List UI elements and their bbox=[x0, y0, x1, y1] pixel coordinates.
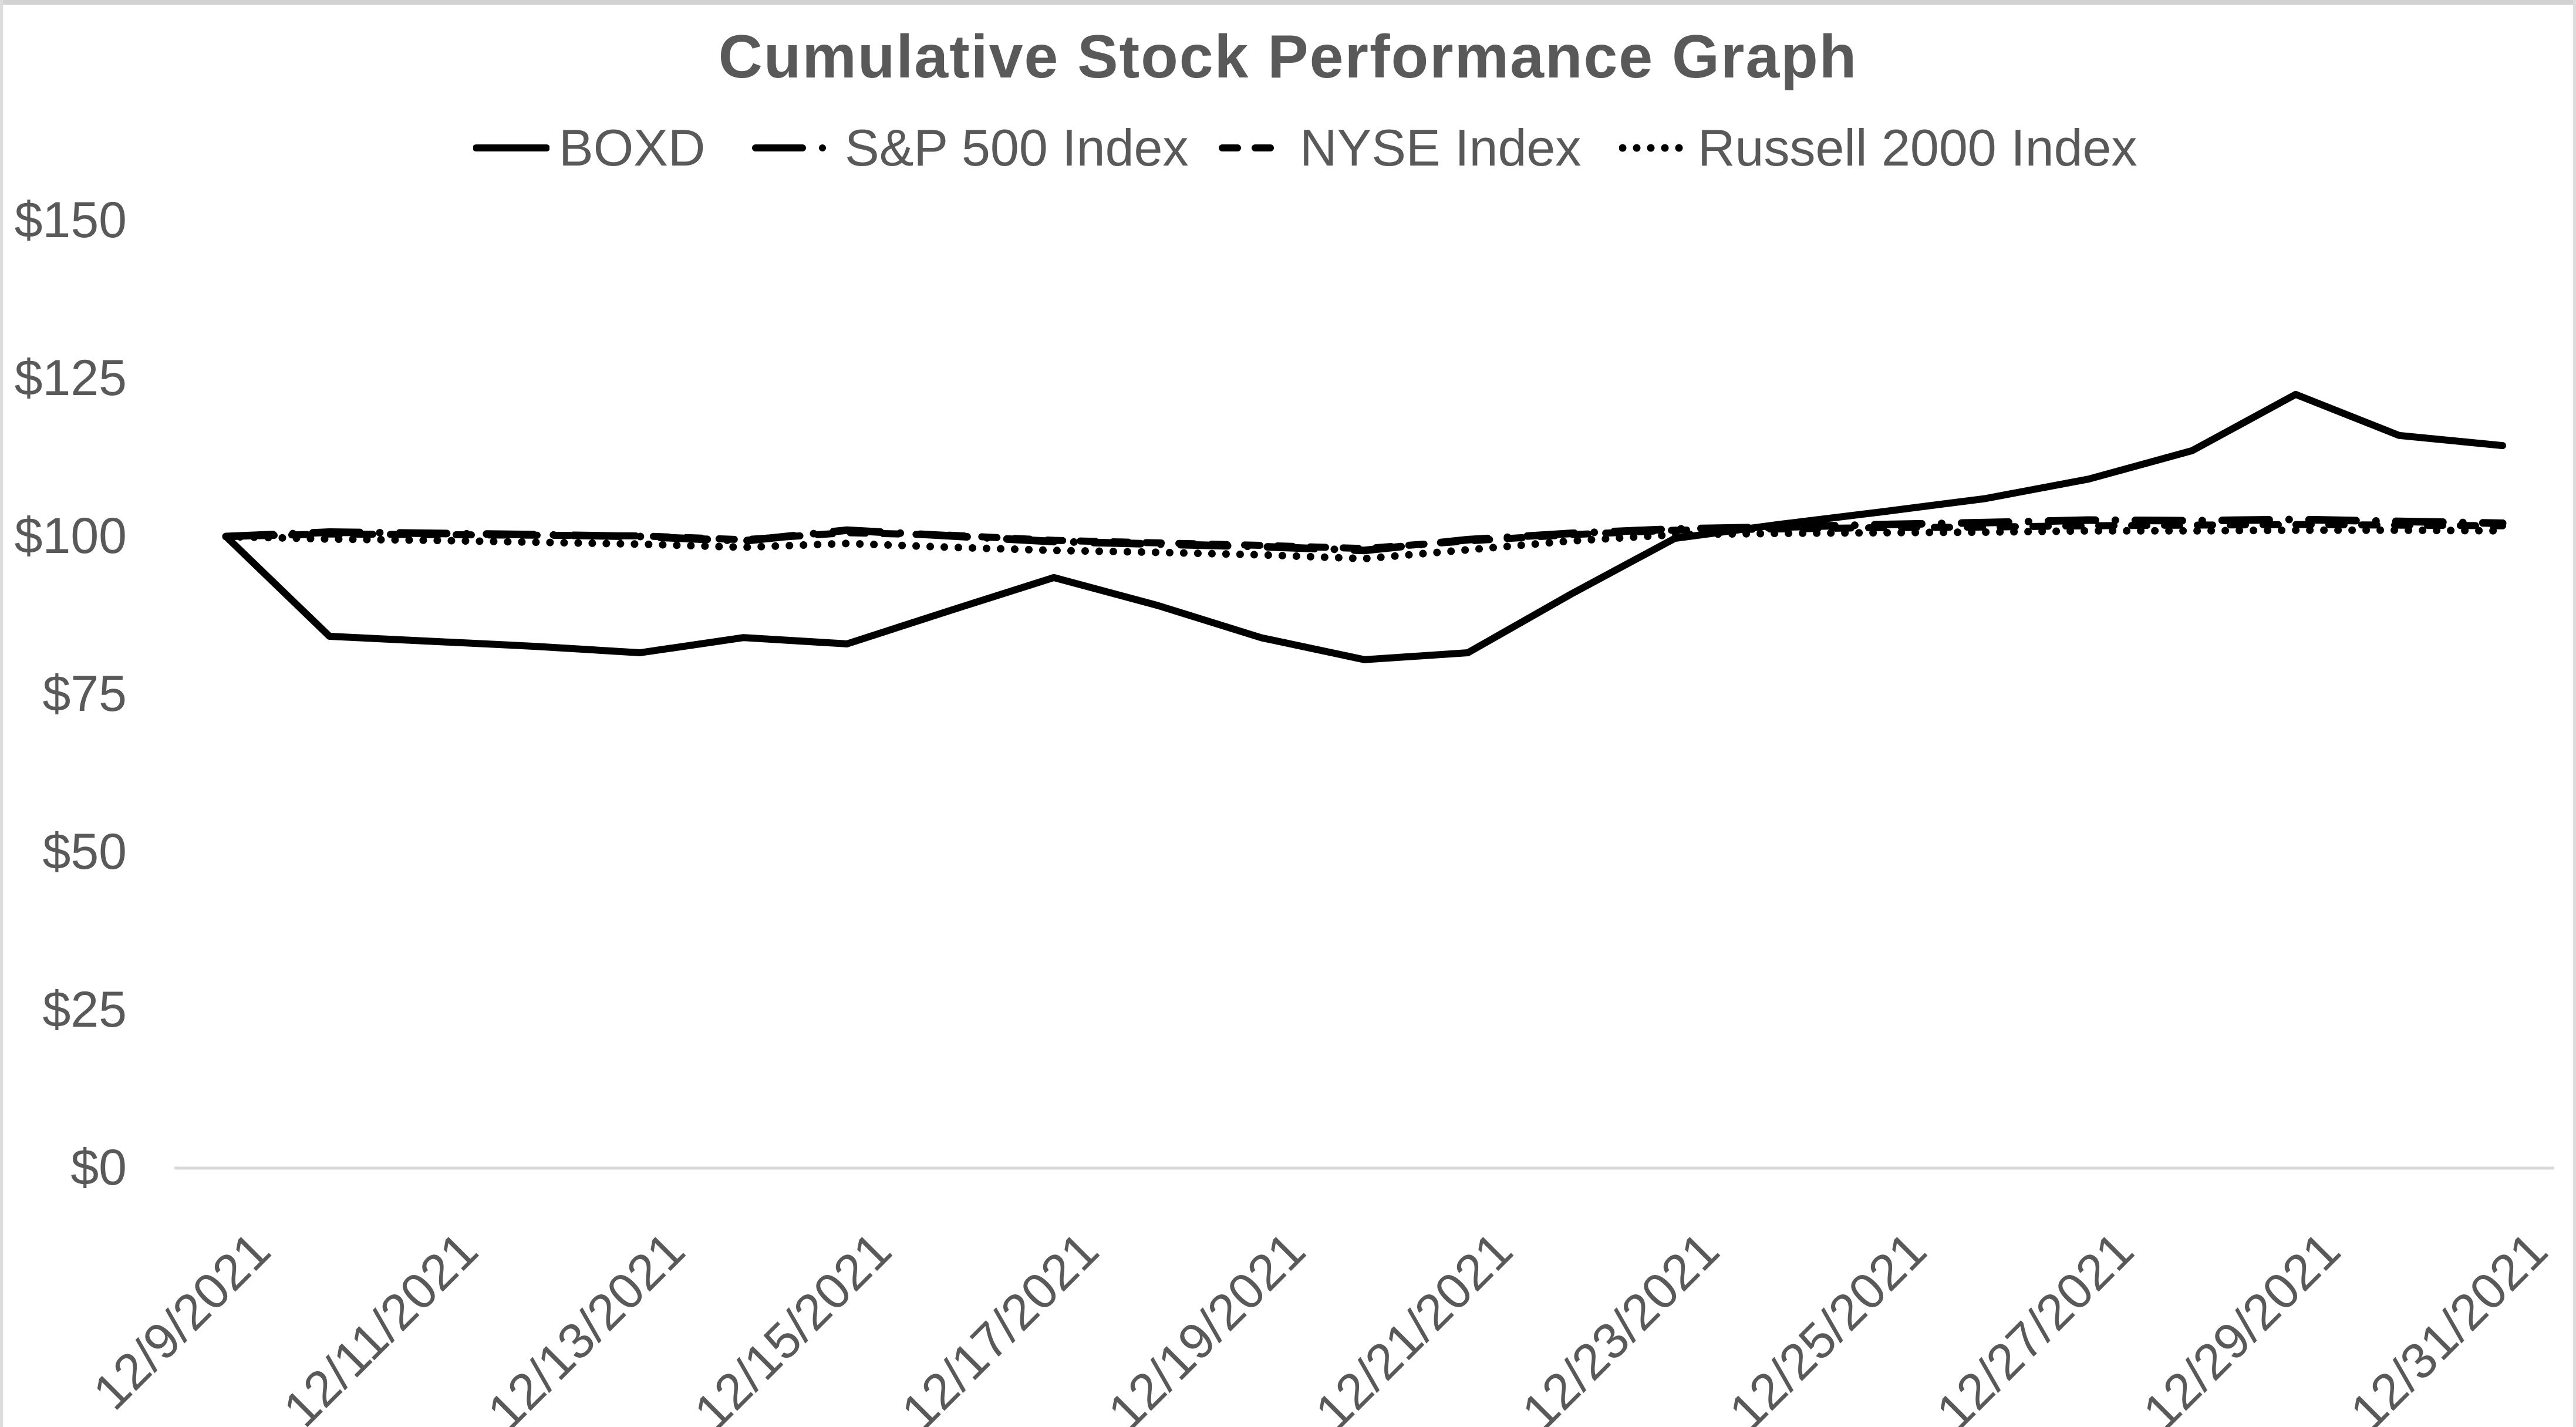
window-edge-left bbox=[0, 0, 3, 1427]
series-line-s-p-500-index bbox=[222, 515, 2507, 555]
series-line-russell-2000-index bbox=[222, 526, 2507, 563]
y-axis-tick-label: $150 bbox=[14, 192, 127, 248]
legend-label-boxd: BOXD bbox=[559, 119, 706, 177]
y-axis-tick-label: $75 bbox=[42, 666, 127, 722]
y-axis-tick-label: $0 bbox=[70, 1139, 127, 1196]
dotted-line-icon bbox=[1619, 144, 1688, 152]
legend-label-russell2000: Russell 2000 Index bbox=[1698, 119, 2137, 177]
solid-line-icon bbox=[473, 144, 549, 151]
y-axis-tick-label: $125 bbox=[14, 350, 127, 406]
legend-label-sp500: S&P 500 Index bbox=[845, 119, 1189, 177]
legend-item-sp500: S&P 500 Index bbox=[752, 116, 1189, 180]
chart-title: Cumulative Stock Performance Graph bbox=[718, 23, 1858, 91]
y-axis-tick-label: $50 bbox=[42, 824, 127, 880]
series-lines bbox=[222, 390, 2507, 663]
legend-label-nyse: NYSE Index bbox=[1300, 119, 1582, 177]
series-line-boxd bbox=[222, 390, 2506, 663]
legend-item-boxd: BOXD bbox=[473, 116, 705, 180]
window-edge-right bbox=[2573, 0, 2576, 1427]
legend-item-nyse: NYSE Index bbox=[1219, 116, 1581, 180]
y-axis-tick-label: $25 bbox=[42, 981, 127, 1038]
series-line-nyse-index bbox=[222, 521, 2506, 552]
window-edge-top bbox=[0, 0, 2576, 5]
legend-item-russell2000: Russell 2000 Index bbox=[1619, 116, 2137, 180]
y-axis-tick-label: $100 bbox=[14, 508, 127, 564]
dash-dot-line-icon bbox=[752, 144, 835, 151]
dashed-line-icon bbox=[1219, 144, 1290, 151]
